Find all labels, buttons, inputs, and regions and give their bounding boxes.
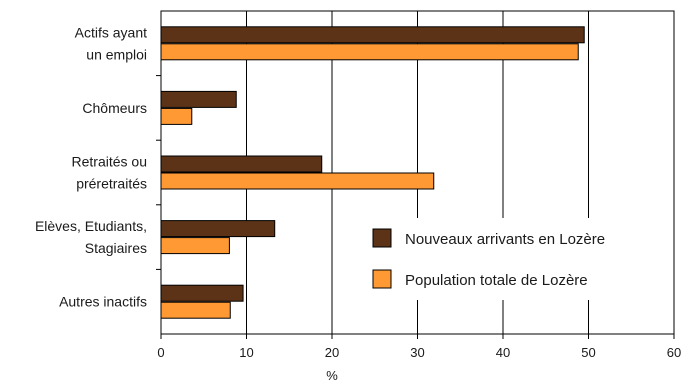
x-axis-label: % (326, 368, 338, 383)
legend: Nouveaux arrivants en Lozère Population … (360, 218, 660, 300)
bar-population-totale (160, 237, 230, 255)
x-tick-label: 30 (410, 345, 424, 360)
x-tick-label: 10 (239, 345, 253, 360)
bar-nouveaux-arrivants (160, 90, 237, 108)
category-label: Autres inactifs (59, 294, 147, 310)
category-label: Elèves, Etudiants, (35, 218, 147, 234)
category-label: Stagiaires (85, 240, 147, 256)
x-tick-label: 50 (581, 345, 595, 360)
bar-nouveaux-arrivants (160, 220, 276, 238)
bar-nouveaux-arrivants (160, 284, 244, 302)
x-tick-label: 0 (157, 345, 164, 360)
x-tick-label: 60 (667, 345, 681, 360)
bar-population-totale (160, 172, 435, 190)
x-tick-label: 20 (325, 345, 339, 360)
bar-nouveaux-arrivants (160, 26, 585, 44)
bar-nouveaux-arrivants (160, 155, 323, 173)
bar-population-totale (160, 301, 231, 319)
legend-background (360, 218, 660, 300)
category-label: Chômeurs (82, 100, 147, 116)
category-label: Retraités ou (72, 154, 147, 170)
category-label: préretraités (76, 176, 147, 192)
legend-swatch-population-totale (372, 269, 392, 289)
legend-swatch-nouveaux-arrivants (372, 228, 392, 248)
category-label: Actifs ayant (75, 24, 147, 40)
x-tick-label: 40 (496, 345, 510, 360)
legend-label-nouveaux-arrivants: Nouveaux arrivants en Lozère (405, 231, 605, 248)
bar-population-totale (160, 107, 193, 125)
bar-population-totale (160, 43, 579, 61)
category-label: un emploi (86, 46, 147, 62)
legend-label-population-totale: Population totale de Lozère (405, 272, 588, 289)
category-labels: Actifs ayant un emploi Chômeurs Retraités o… (35, 24, 147, 309)
x-axis-ticks: 0 10 20 30 40 50 60 (157, 334, 681, 360)
